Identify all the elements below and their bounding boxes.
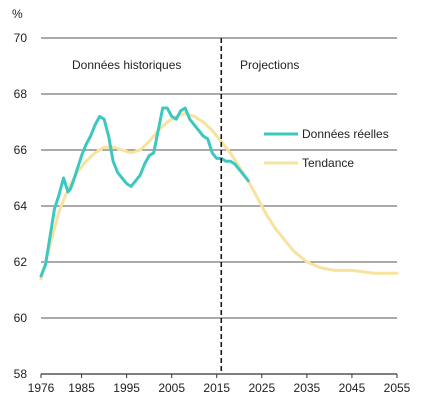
y-tick-label: 58 bbox=[14, 367, 28, 381]
y-tick-label: 62 bbox=[14, 255, 28, 269]
x-tick-label: 2025 bbox=[248, 381, 275, 395]
x-tick-label: 2045 bbox=[339, 381, 366, 395]
legend-label-tendance: Tendance bbox=[302, 156, 354, 170]
x-tick-labels: 1976 1985 1995 2005 2015 2025 2035 2045 2055 bbox=[28, 381, 411, 395]
gridlines bbox=[40, 37, 398, 378]
x-tick-label: 2055 bbox=[384, 381, 411, 395]
x-tick-label: 2015 bbox=[203, 381, 230, 395]
historical-region-label: Données historiques bbox=[72, 58, 181, 72]
series-lines bbox=[39, 106, 399, 281]
x-tick-label: 2035 bbox=[294, 381, 321, 395]
legend-label-donnees-reelles: Données réelles bbox=[302, 127, 389, 141]
x-tick-label: 1976 bbox=[28, 381, 55, 395]
legend: Données réelles Tendance bbox=[264, 127, 389, 170]
y-tick-label: 68 bbox=[14, 87, 28, 101]
y-tick-label: 64 bbox=[14, 199, 28, 213]
y-tick-labels: 58 60 62 64 66 68 70 bbox=[14, 31, 28, 381]
y-tick-label: 66 bbox=[14, 143, 28, 157]
series-line-tendance bbox=[39, 112, 399, 281]
series-line-donnees-reelles bbox=[39, 106, 250, 278]
x-tick-label: 1995 bbox=[113, 381, 140, 395]
y-tick-label: 70 bbox=[14, 31, 28, 45]
y-axis-unit-label: % bbox=[12, 7, 23, 21]
projections-region-label: Projections bbox=[240, 58, 299, 72]
x-tick-label: 2005 bbox=[158, 381, 185, 395]
x-tick-label: 1985 bbox=[68, 381, 95, 395]
y-tick-label: 60 bbox=[14, 311, 28, 325]
